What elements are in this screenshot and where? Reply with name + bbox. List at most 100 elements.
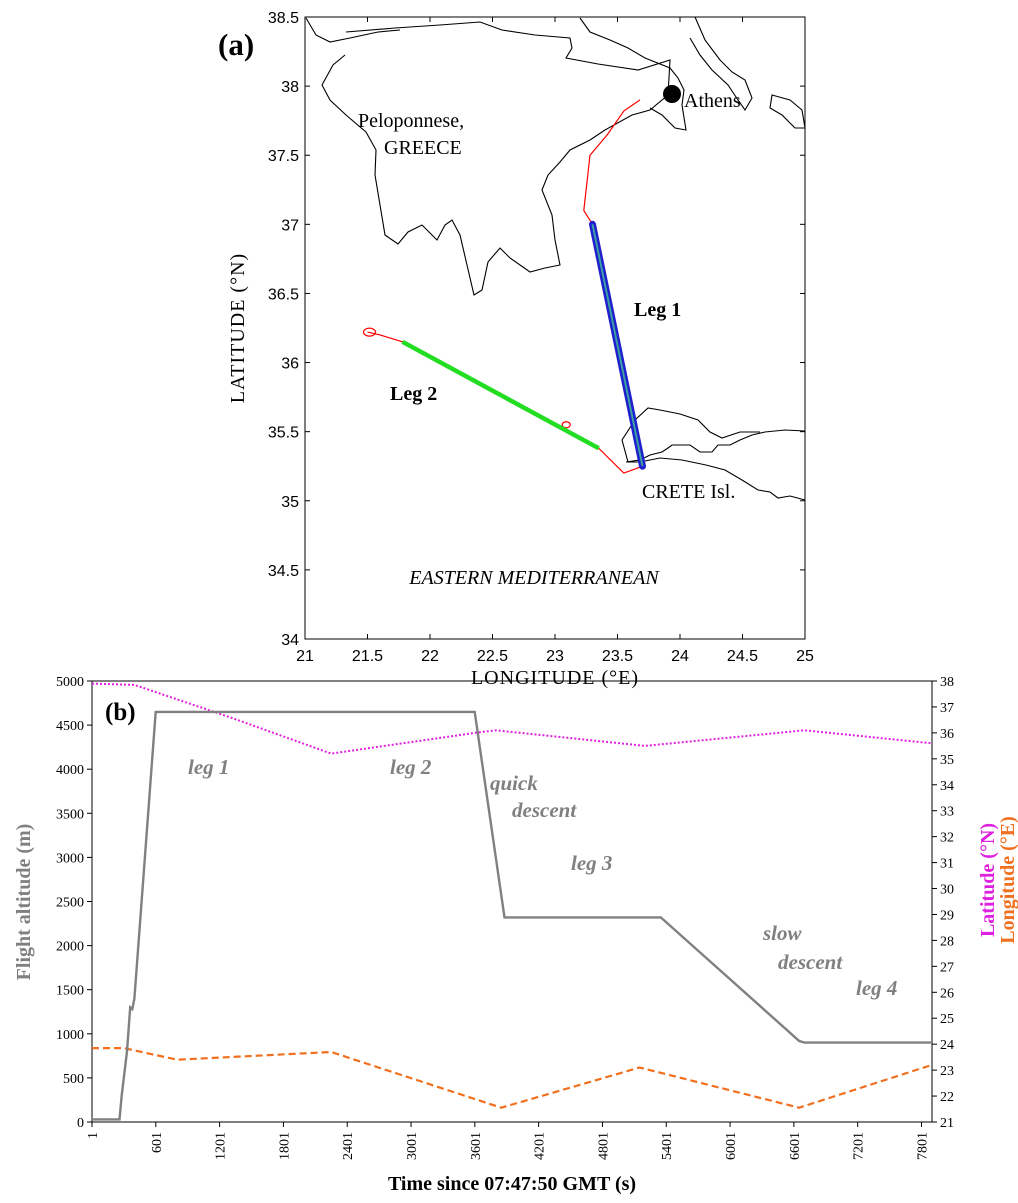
ts-label-quick: quick bbox=[490, 771, 538, 795]
map-x-ticks: 21 21.5 22 22.5 23 23.5 24 24.5 25 bbox=[296, 17, 814, 665]
ts-y2-tick-label: 30 bbox=[940, 883, 954, 898]
ts-y-tick-label: 1500 bbox=[56, 984, 84, 999]
ts-y2-tick-label: 23 bbox=[940, 1064, 954, 1079]
map-x-tick-label: 25 bbox=[796, 648, 814, 665]
map-y-tick-label: 34.5 bbox=[268, 563, 299, 580]
map-panel: 21 21.5 22 22.5 23 23.5 24 24.5 25 3434.53535.53… bbox=[218, 10, 814, 689]
ts-y-tick-label: 3000 bbox=[56, 851, 84, 866]
map-series-group bbox=[362, 99, 646, 474]
ts-y2-tick-label: 38 bbox=[940, 675, 954, 690]
map-leg1-core bbox=[591, 224, 644, 467]
map-y-ticks: 34 34.5 35 35.5 36 36.5 37 37.5 38 38.5 bbox=[268, 10, 805, 649]
map-track-loop-mid bbox=[561, 421, 571, 429]
ts-y-tick-label: 2500 bbox=[56, 896, 84, 911]
ts-y2-tick-label: 37 bbox=[940, 701, 954, 716]
coastline-peloponnese bbox=[321, 21, 671, 296]
ts-y-axis-label: Flight altitude (m) bbox=[13, 824, 35, 981]
map-x-tick-label: 24.5 bbox=[727, 648, 758, 665]
ts-annotations: leg 1 leg 2 quick descent leg 3 slow des… bbox=[188, 755, 897, 1000]
map-y-tick-label: 35 bbox=[281, 494, 299, 511]
ts-x-tick-label: 7201 bbox=[852, 1132, 867, 1160]
ts-y2-tick-label: 26 bbox=[940, 986, 954, 1001]
ts-label-leg4: leg 4 bbox=[856, 976, 897, 1000]
map-x-tick-label: 21 bbox=[296, 648, 314, 665]
map-x-tick-label: 24 bbox=[671, 648, 689, 665]
ts-label-leg3: leg 3 bbox=[571, 851, 612, 875]
ts-y-tick-label: 3500 bbox=[56, 807, 84, 822]
label-athens: Athens bbox=[684, 90, 741, 112]
map-y-tick-label: 36 bbox=[281, 356, 299, 373]
ts-y2-tick-label: 35 bbox=[940, 753, 954, 768]
coastlines bbox=[305, 16, 806, 501]
ts-y2-axis-label-longitude: Longitude (°E) bbox=[997, 816, 1018, 943]
map-y-tick-label: 38.5 bbox=[268, 10, 299, 27]
coastline-crete bbox=[621, 407, 806, 501]
label-leg1: Leg 1 bbox=[634, 299, 681, 321]
label-crete: CRETE Isl. bbox=[642, 481, 735, 503]
ts-x-tick-label: 5401 bbox=[660, 1132, 675, 1160]
ts-panel-label: (b) bbox=[105, 699, 136, 726]
coastline-east-island bbox=[769, 94, 806, 129]
ts-y-tick-label: 1000 bbox=[56, 1028, 84, 1043]
ts-label-leg2: leg 2 bbox=[390, 755, 432, 779]
map-x-tick-label: 23.5 bbox=[602, 648, 633, 665]
ts-latitude-line bbox=[91, 682, 933, 755]
ts-y2-tick-label: 27 bbox=[940, 960, 954, 975]
map-panel-label: (a) bbox=[218, 27, 254, 62]
ts-label-quick-descent: descent bbox=[512, 798, 577, 822]
ts-y-tick-label: 2000 bbox=[56, 940, 84, 955]
ts-series-group bbox=[91, 682, 933, 1121]
ts-x-tick-label: 6001 bbox=[724, 1132, 739, 1160]
timeseries-panel: 1 601 1201 1801 2401 3001 3601 4201 4801 5401 6001… bbox=[13, 675, 1018, 1195]
ts-y2-tick-label: 36 bbox=[940, 727, 954, 742]
ts-y-tick-label: 4500 bbox=[56, 719, 84, 734]
map-y-tick-label: 38 bbox=[281, 79, 299, 96]
athens-marker bbox=[663, 85, 681, 103]
ts-y-tick-label: 5000 bbox=[56, 675, 84, 690]
map-x-axis-label: LONGITUDE (°E) bbox=[471, 667, 639, 689]
ts-y2-tick-label: 33 bbox=[940, 805, 954, 820]
ts-x-tick-label: 4201 bbox=[533, 1132, 548, 1160]
ts-y-ticks: 0 500 1000 1500 2000 2500 3000 3500 4000 4500 5000 bbox=[56, 675, 92, 1131]
map-y-tick-label: 37 bbox=[281, 217, 299, 234]
ts-y2-axis-label-latitude: Latitude (°N) bbox=[977, 823, 999, 937]
ts-x-tick-label: 3601 bbox=[469, 1132, 484, 1160]
coastline-north bbox=[305, 17, 401, 43]
label-leg2: Leg 2 bbox=[390, 383, 437, 405]
map-y-axis-label: LATITUDE (°N) bbox=[227, 253, 249, 403]
ts-x-tick-label: 1201 bbox=[214, 1132, 229, 1160]
ts-x-tick-label: 3001 bbox=[405, 1132, 420, 1160]
map-x-tick-label: 21.5 bbox=[352, 648, 383, 665]
label-greece: GREECE bbox=[384, 137, 462, 159]
coastline-euboea bbox=[689, 16, 753, 112]
label-peloponnese: Peloponnese, bbox=[358, 110, 464, 132]
ts-x-axis-label: Time since 07:47:50 GMT (s) bbox=[388, 1173, 636, 1195]
ts-plot-frame bbox=[91, 680, 933, 1123]
ts-y-tick-label: 4000 bbox=[56, 763, 84, 778]
ts-x-tick-label: 4801 bbox=[596, 1132, 611, 1160]
map-y-tick-label: 35.5 bbox=[268, 425, 299, 442]
ts-x-tick-label: 1 bbox=[86, 1132, 101, 1139]
map-y-tick-label: 37.5 bbox=[268, 148, 299, 165]
ts-y2-tick-label: 21 bbox=[940, 1116, 954, 1131]
ts-longitude-line bbox=[92, 1046, 933, 1109]
ts-x-tick-label: 7801 bbox=[915, 1132, 930, 1160]
ts-y-tick-label: 500 bbox=[63, 1072, 84, 1087]
map-y-tick-label: 36.5 bbox=[268, 286, 299, 303]
ts-y2-tick-label: 22 bbox=[940, 1090, 954, 1105]
map-x-tick-label: 22 bbox=[421, 648, 439, 665]
map-track-loop-west bbox=[362, 327, 377, 337]
ts-x-tick-label: 601 bbox=[150, 1132, 165, 1153]
ts-y2-ticks: 21 22 23 24 25 26 27 28 29 30 31 32 33 34 35 36 37 38 bbox=[932, 675, 954, 1131]
ts-label-slow-descent: descent bbox=[778, 950, 843, 974]
ts-y2-tick-label: 29 bbox=[940, 908, 954, 923]
ts-y2-tick-label: 32 bbox=[940, 831, 954, 846]
map-leg2-line bbox=[401, 339, 600, 451]
map-x-tick-label: 23 bbox=[546, 648, 564, 665]
ts-x-tick-label: 6601 bbox=[788, 1132, 803, 1160]
ts-y2-tick-label: 34 bbox=[940, 779, 954, 794]
label-sea: EASTERN MEDITERRANEAN bbox=[408, 567, 660, 589]
ts-x-ticks: 1 601 1201 1801 2401 3001 3601 4201 4801 5401 6001… bbox=[86, 1122, 930, 1160]
ts-x-tick-label: 1801 bbox=[277, 1132, 292, 1160]
